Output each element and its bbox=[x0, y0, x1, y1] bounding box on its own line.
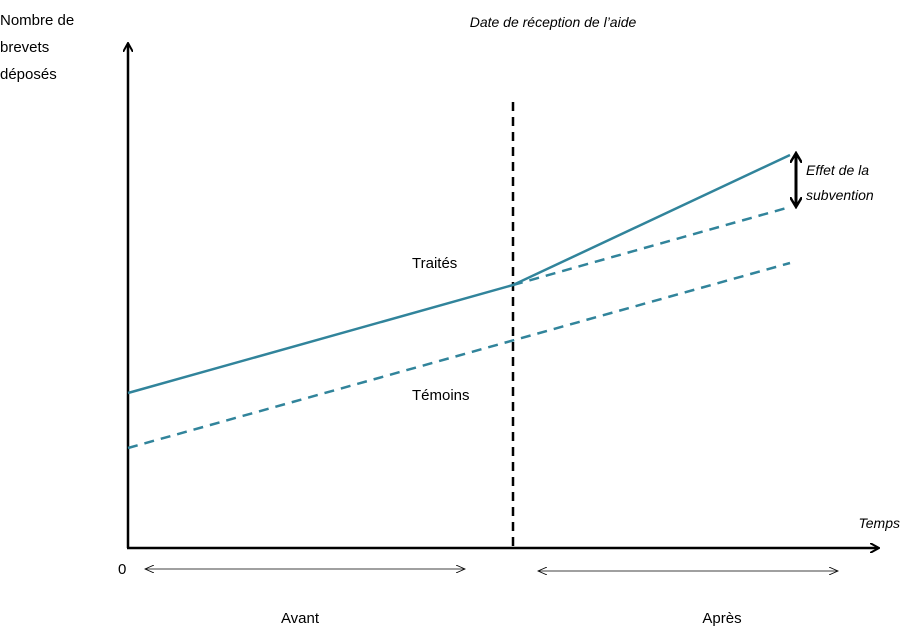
origin-label: 0 bbox=[118, 561, 126, 578]
period-label: Avant bbox=[281, 610, 320, 626]
group-label: Traités bbox=[412, 255, 457, 272]
effect-label: Effet de la bbox=[806, 162, 869, 178]
event-label: Date de réception de l’aide bbox=[470, 14, 637, 30]
y-axis-label: Nombre de bbox=[0, 12, 74, 29]
x-axis-label: Temps bbox=[858, 515, 900, 531]
period-label: Après bbox=[702, 610, 741, 626]
treated-line bbox=[127, 153, 791, 395]
control-line bbox=[127, 261, 791, 450]
y-axis-label: brevets bbox=[0, 39, 49, 56]
effect-label: subvention bbox=[806, 187, 874, 203]
y-axis-label: déposés bbox=[0, 66, 57, 83]
counterfactual-line bbox=[512, 205, 791, 287]
group-label: Témoins bbox=[412, 387, 470, 404]
